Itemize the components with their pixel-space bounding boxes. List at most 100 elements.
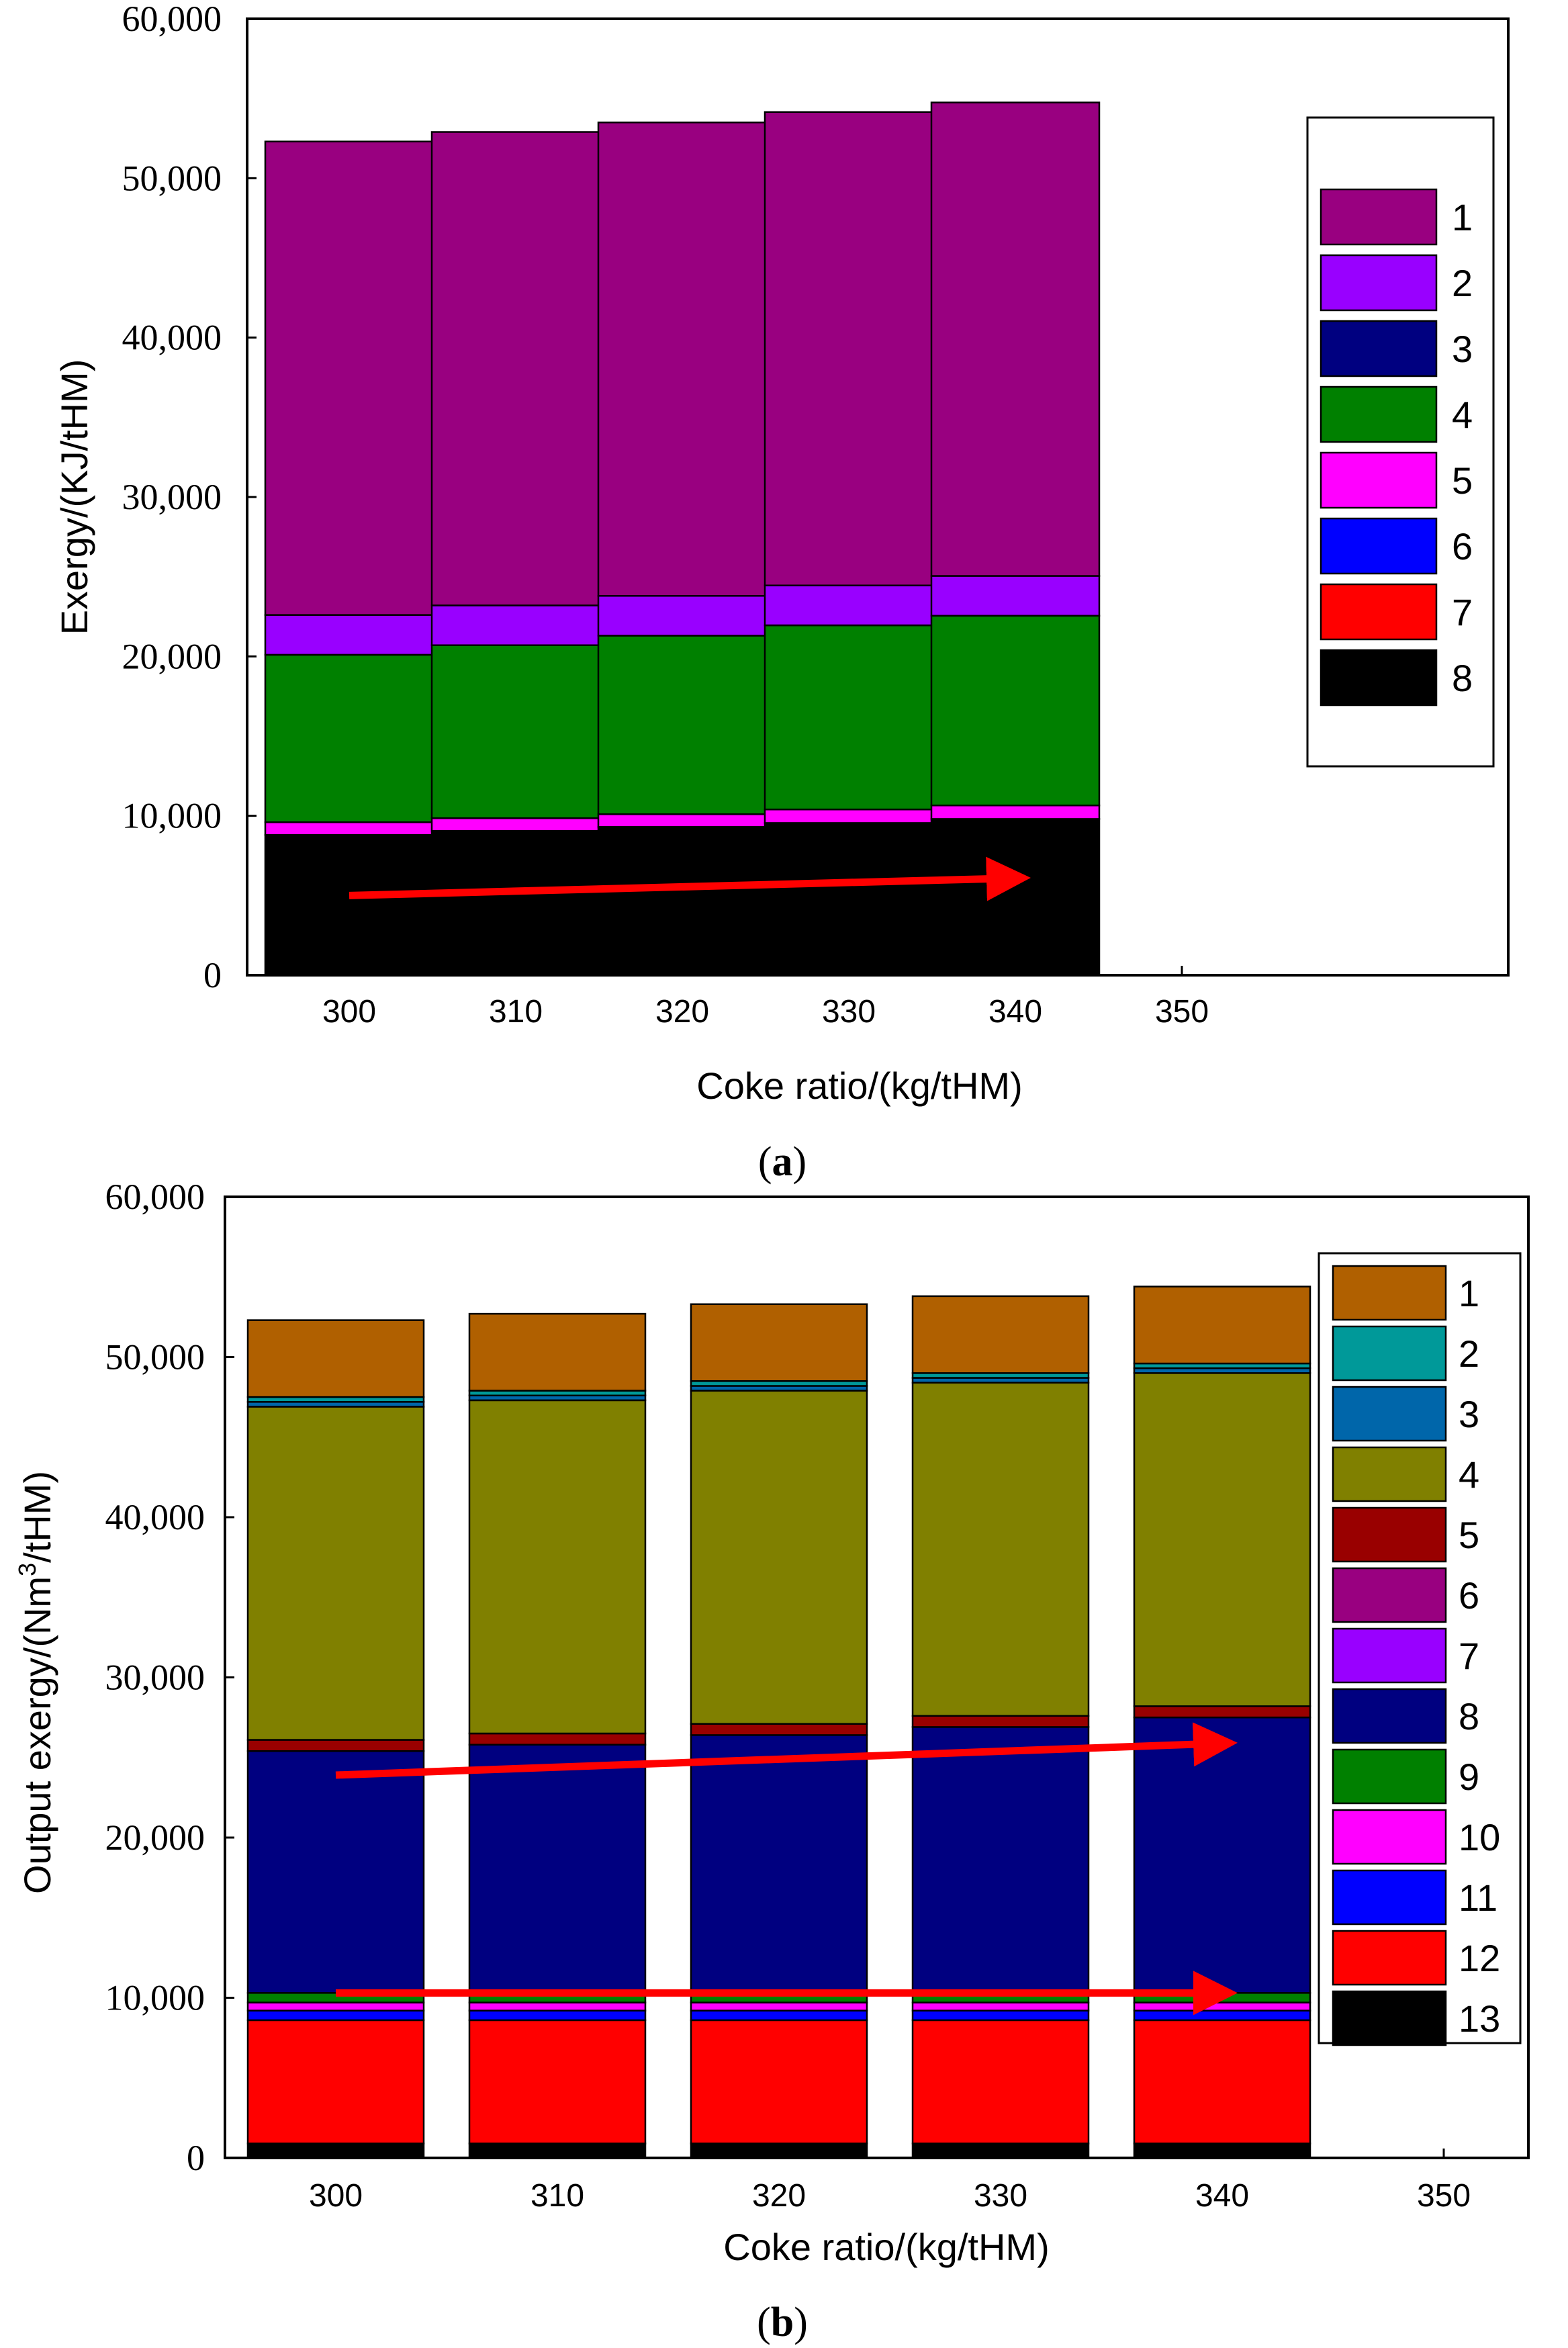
legend-swatch-b-5 (1332, 1506, 1447, 1563)
bar-segment-a-series-8-x-340 (930, 818, 1101, 977)
panel-b-trend-arrows (335, 1722, 1238, 2016)
bar-segment-b-series-5-x-330 (911, 1715, 1090, 1728)
panel-a-caption: (a) (758, 1139, 806, 1185)
legend-label-b-4: 4 (1459, 1453, 1479, 1496)
bar-segment-a-series-2-x-300 (264, 614, 434, 656)
legend-swatch-b-11 (1332, 1869, 1447, 1926)
panel-b-y-ticks: 0 10,000 20,000 30,000 40,000 50,000 60,000 (105, 1177, 234, 2178)
panel-b-y-axis-title-tail: /tHM) (16, 1471, 58, 1563)
legend-swatch-b-2 (1332, 1325, 1447, 1382)
legend-label-b-3: 3 (1459, 1393, 1479, 1435)
bar-segment-b-series-8-x-330 (911, 1726, 1090, 1994)
panel-b-y-axis-title-sup: 3 (13, 1563, 41, 1576)
legend-swatch-a-7 (1320, 583, 1438, 641)
bar-segment-a-series-5-x-330 (764, 808, 934, 824)
legend-label-b-5: 5 (1459, 1514, 1479, 1556)
y-tick-label-a-30000: 30,000 (122, 477, 222, 517)
bar-segment-b-series-1-x-300 (246, 1319, 425, 1398)
legend-label-a-3: 3 (1452, 328, 1473, 370)
bar-segment-a-series-8-x-330 (764, 822, 934, 977)
y-tick-label-b-30000: 30,000 (105, 1658, 205, 1698)
panel-a-y-ticks: 0 10,000 20,000 30,000 40,000 50,000 60,000 (122, 0, 257, 995)
bar-segment-b-series-10-x-300 (246, 2001, 425, 2012)
legend-label-a-6: 6 (1452, 525, 1473, 568)
bar-segment-b-series-4-x-320 (690, 1390, 868, 1725)
bar-segment-b-series-10-x-310 (468, 2001, 647, 2012)
legend-label-a-4: 4 (1452, 394, 1473, 436)
legend-swatch-b-10 (1332, 1809, 1447, 1865)
legend-swatch-b-9 (1332, 1748, 1447, 1805)
bar-segment-b-series-5-x-320 (690, 1723, 868, 1736)
legend-label-b-12: 12 (1459, 1937, 1500, 1979)
bar-segment-a-series-1-x-320 (597, 122, 768, 597)
legend-label-b-9: 9 (1459, 1756, 1479, 1798)
legend-swatch-a-6 (1320, 517, 1438, 575)
bar-segment-a-series-4-x-310 (430, 644, 601, 819)
bar-segment-b-series-1-x-340 (1133, 1285, 1311, 1365)
legend-label-b-13: 13 (1459, 1997, 1500, 2040)
bar-segment-b-series-4-x-330 (911, 1382, 1090, 1717)
trend-arrow-a-1 (349, 856, 1031, 901)
legend-swatch-a-2 (1320, 254, 1438, 312)
panel-a-caption-letter: a (772, 1139, 793, 1185)
legend-label-a-7: 7 (1452, 591, 1473, 633)
y-tick-label-a-10000: 10,000 (122, 796, 222, 836)
panel-a-legend: 1 2 3 4 5 6 7 8 (1320, 188, 1473, 707)
legend-swatch-a-5 (1320, 451, 1438, 509)
legend-swatch-a-4 (1320, 386, 1438, 443)
panel-a-trend-arrows (349, 856, 1031, 901)
bar-segment-b-series-8-x-300 (246, 1750, 425, 1994)
trend-arrow-b-1 (335, 1722, 1238, 1779)
bar-segment-b-series-11-x-300 (246, 2010, 425, 2022)
legend-label-b-6: 6 (1459, 1574, 1479, 1617)
bar-segment-b-series-10-x-330 (911, 2001, 1090, 2012)
bar-segment-b-series-12-x-300 (246, 2019, 425, 2144)
panel-a-x-axis-title: Coke ratio/(kg/tHM) (696, 1065, 1022, 1107)
legend-label-a-1: 1 (1452, 196, 1473, 238)
bar-segment-a-series-5-x-340 (930, 804, 1101, 820)
bar-segment-a-series-2-x-310 (430, 604, 601, 646)
bar-segment-b-series-11-x-310 (468, 2010, 647, 2022)
y-tick-label-b-10000: 10,000 (105, 1978, 205, 2018)
panel-a-y-axis-title: Exergy/(KJ/tHM) (53, 359, 95, 635)
bar-segment-b-series-11-x-340 (1133, 2010, 1311, 2022)
y-tick-label-a-20000: 20,000 (122, 636, 222, 676)
panel-b-caption: (b) (757, 2300, 808, 2345)
y-tick-label-b-50000: 50,000 (105, 1337, 205, 1378)
bar-segment-b-series-1-x-310 (468, 1312, 647, 1392)
legend-swatch-b-8 (1332, 1688, 1447, 1744)
panel-b-y-axis-title-main: Output exergy/(Nm (16, 1576, 58, 1894)
bar-segment-a-series-4-x-300 (264, 653, 434, 823)
bar-segment-a-series-5-x-300 (264, 821, 434, 836)
bar-segment-a-series-1-x-330 (764, 111, 934, 586)
legend-swatch-a-8 (1320, 649, 1438, 707)
legend-label-b-10: 10 (1459, 1816, 1500, 1858)
panel-b-caption-letter: b (771, 2300, 794, 2345)
y-tick-label-a-50000: 50,000 (122, 158, 222, 198)
x-tick-label-b-350: 350 (1417, 2178, 1471, 2214)
y-tick-label-a-40000: 40,000 (122, 318, 222, 358)
bar-segment-b-series-11-x-320 (690, 2010, 868, 2022)
legend-swatch-b-13 (1332, 1990, 1447, 2046)
legend-swatch-b-7 (1332, 1627, 1447, 1684)
x-tick-label-b-310: 310 (531, 2178, 584, 2214)
bar-segment-b-series-12-x-330 (911, 2019, 1090, 2144)
legend-swatch-a-1 (1320, 188, 1438, 246)
bar-segment-b-series-5-x-300 (246, 1739, 425, 1752)
y-tick-label-a-60000: 60,000 (122, 0, 222, 39)
panel-a-bars (264, 101, 1101, 977)
y-tick-label-b-20000: 20,000 (105, 1817, 205, 1858)
bar-segment-a-series-5-x-310 (430, 817, 601, 832)
bar-segment-b-series-10-x-320 (690, 2001, 868, 2012)
bar-segment-a-series-4-x-330 (764, 624, 934, 811)
bar-segment-b-series-5-x-310 (468, 1732, 647, 1746)
bar-segment-b-series-12-x-340 (1133, 2019, 1311, 2144)
legend-label-a-8: 8 (1452, 657, 1473, 699)
y-tick-label-b-40000: 40,000 (105, 1497, 205, 1537)
x-tick-label-a-350: 350 (1155, 994, 1209, 1030)
bar-segment-a-series-4-x-340 (930, 615, 1101, 807)
legend-swatch-a-3 (1320, 320, 1438, 377)
panel-b-x-axis-title: Coke ratio/(kg/tHM) (723, 2226, 1049, 2268)
x-tick-label-a-320: 320 (655, 994, 709, 1030)
